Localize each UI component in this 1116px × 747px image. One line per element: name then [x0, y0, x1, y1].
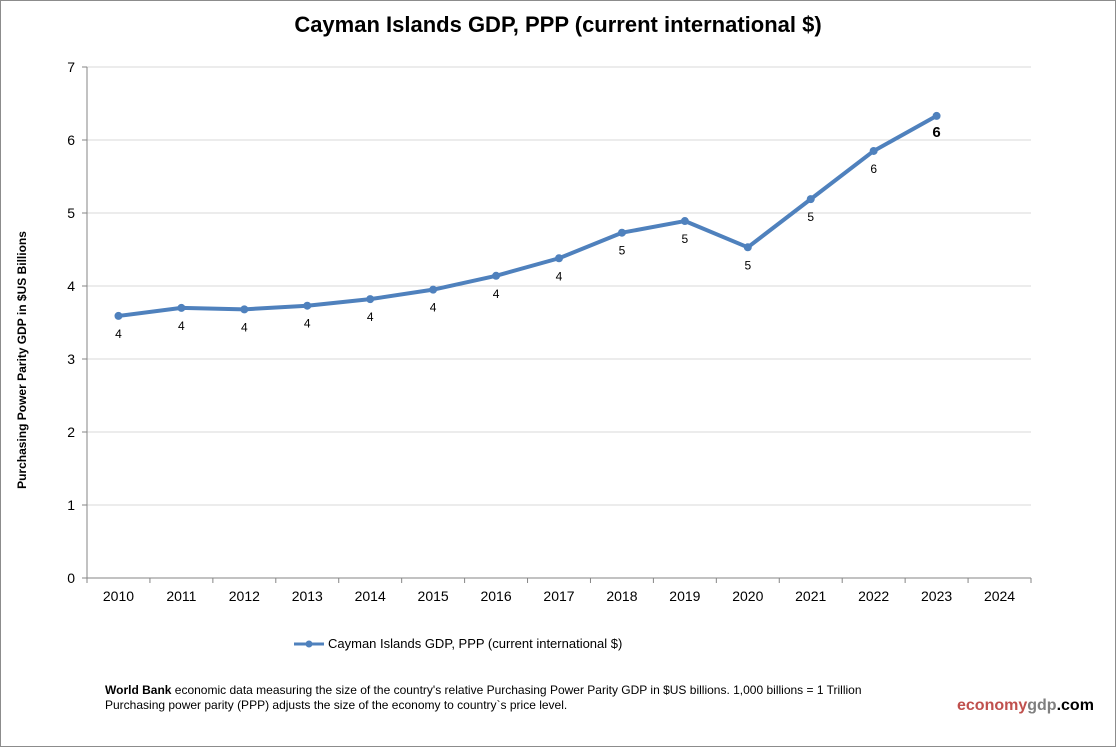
x-tick-label: 2012	[229, 588, 260, 604]
series-line	[118, 114, 938, 318]
data-label: 4	[367, 310, 374, 324]
y-tick-label: 1	[67, 497, 75, 513]
data-point	[177, 303, 186, 312]
y-tick-label: 7	[67, 59, 75, 75]
data-point	[806, 195, 815, 204]
data-point	[617, 228, 626, 237]
brand-part-2: gdp	[1027, 697, 1057, 714]
y-tick-label: 5	[67, 205, 75, 221]
legend: Cayman Islands GDP, PPP (current interna…	[294, 636, 622, 651]
x-tick-label: 2023	[921, 588, 952, 604]
x-tick-label: 2021	[795, 588, 826, 604]
data-point	[555, 254, 563, 263]
x-tick-label: 2020	[732, 588, 763, 604]
data-label: 4	[430, 301, 437, 315]
x-tick-label: 2014	[355, 588, 386, 604]
source-name: World Bank	[105, 683, 172, 697]
y-tick-label: 2	[67, 424, 75, 440]
data-label: 4	[241, 320, 248, 334]
footer-line-1: economic data measuring the size of the …	[171, 683, 862, 697]
data-label: 5	[619, 244, 626, 258]
y-tick-label: 0	[67, 570, 75, 586]
x-tick-label: 2011	[166, 588, 196, 604]
data-point	[492, 271, 501, 280]
data-point	[680, 217, 689, 226]
x-tick-label: 2015	[418, 588, 449, 604]
legend-marker	[294, 640, 324, 647]
data-point	[429, 285, 438, 294]
data-label: 6	[870, 162, 877, 176]
data-point	[303, 301, 312, 310]
brand-logo[interactable]: economygdp.com	[957, 697, 1094, 715]
data-label: 4	[115, 327, 122, 341]
chart-title: Cayman Islands GDP, PPP (current interna…	[294, 12, 822, 37]
x-tick-label: 2016	[480, 588, 511, 604]
legend-label: Cayman Islands GDP, PPP (current interna…	[328, 636, 623, 651]
brand-part-3: .com	[1056, 697, 1094, 714]
data-point	[366, 295, 375, 304]
data-label: 5	[744, 258, 751, 272]
x-tick-label: 2019	[669, 588, 700, 604]
x-tick-label: 2022	[858, 588, 889, 604]
y-tick-label: 4	[67, 278, 75, 294]
x-tick-label: 2017	[543, 588, 574, 604]
data-label: 4	[493, 287, 500, 301]
data-point	[743, 243, 752, 252]
x-tick-label: 2010	[103, 588, 134, 604]
data-label: 5	[682, 232, 689, 246]
footer-note: World Bank economic data measuring the s…	[105, 683, 862, 713]
data-point	[932, 111, 941, 120]
data-point	[869, 146, 878, 155]
y-tick-label: 3	[67, 351, 75, 367]
x-tick-label: 2024	[984, 588, 1015, 604]
footer-line-2: Purchasing power parity (PPP) adjusts th…	[105, 698, 568, 712]
data-label: 4	[178, 319, 185, 333]
x-tick-label: 2013	[292, 588, 323, 604]
data-label: 4	[556, 269, 563, 283]
data-point	[114, 311, 123, 320]
data-label: 4	[304, 317, 311, 331]
data-label: 5	[807, 210, 814, 224]
x-tick-label: 2018	[606, 588, 637, 604]
brand-part-1: economy	[957, 697, 1028, 714]
data-point	[240, 305, 249, 314]
y-tick-label: 6	[67, 132, 75, 148]
data-label: 6	[932, 124, 940, 141]
